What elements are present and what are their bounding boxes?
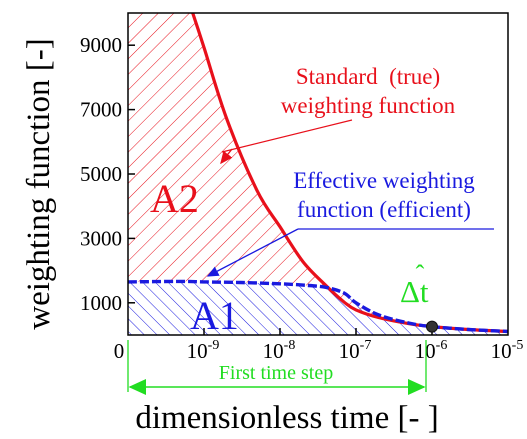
y-axis-title: weighting function [-] <box>21 38 57 329</box>
label-a2: A2 <box>150 176 199 221</box>
standard-annotation-arrow-tip <box>220 148 233 165</box>
effective-weighting-line <box>128 279 508 334</box>
label-delta-t: Δt <box>400 274 429 309</box>
delta-t-hat: ˆ <box>416 260 425 289</box>
x-tick-label: 10-6 <box>415 338 448 363</box>
x-tick-label: 10-7 <box>339 338 372 363</box>
standard-annotation-arrow <box>221 119 353 153</box>
y-tick-label: 3000 <box>80 226 122 250</box>
x-tick-label-zero: 0 <box>114 339 125 363</box>
label-first-time-step: First time step <box>219 362 333 384</box>
y-axis-ticks: 1000 3000 5000 7000 9000 <box>80 33 135 315</box>
annotation-standard-line1: Standard (true) <box>296 64 440 89</box>
x-tick-label: 10-5 <box>491 338 524 363</box>
x-axis-title: dimensionless time [- ] <box>135 400 438 436</box>
y-tick-label: 1000 <box>80 291 122 315</box>
annotation-effective-line2: function (efficient) <box>297 197 471 222</box>
label-a1: A1 <box>190 293 239 338</box>
annotation-effective-line1: Effective weighting <box>293 168 475 193</box>
x-axis-ticks: 0 10-9 10-8 10-7 10-6 10-5 <box>114 328 524 363</box>
area-a2-hatch <box>128 13 508 332</box>
x-tick-label: 10-9 <box>187 338 220 363</box>
y-tick-label: 5000 <box>80 162 122 186</box>
annotation-standard-line2: weighting function <box>281 93 456 118</box>
x-tick-label: 10-8 <box>263 338 296 363</box>
delta-t-marker <box>426 320 438 333</box>
area-a1-hatch <box>128 281 508 335</box>
effective-annotation-arrow <box>206 228 299 277</box>
y-tick-label: 9000 <box>80 33 122 57</box>
y-tick-label: 7000 <box>80 98 122 122</box>
